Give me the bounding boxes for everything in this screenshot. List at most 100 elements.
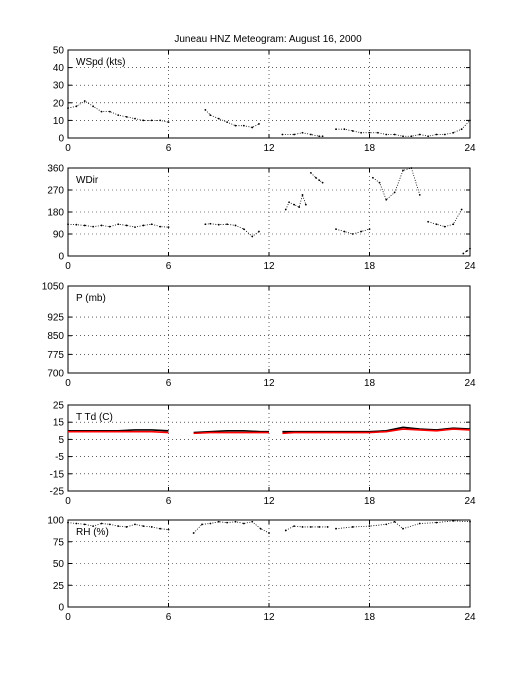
wdir-series-trace bbox=[372, 167, 421, 201]
wspd-ytick-label: 10 bbox=[53, 116, 65, 127]
wspd-panel: 0 6 12 18 24 0 10 20 30 40 50 WSpd (kts) bbox=[53, 46, 476, 155]
pressure-ytick-label: 700 bbox=[47, 369, 64, 380]
wspd-data-point bbox=[469, 119, 471, 122]
wspd-xtick-label: 6 bbox=[166, 143, 172, 154]
wdir-data-point bbox=[83, 224, 86, 227]
rh-series-trace bbox=[335, 520, 471, 530]
rh-ytick-label: 25 bbox=[53, 581, 65, 592]
temp-dewpoint-series-line bbox=[193, 431, 269, 435]
wspd-data-point bbox=[435, 133, 438, 136]
wdir-panel: 0 6 12 18 24 0 90 180 270 360 WDir bbox=[47, 164, 476, 273]
wspd-series-trace bbox=[205, 109, 260, 128]
rh-xtick-label: 6 bbox=[166, 612, 172, 623]
wdir-label: WDir bbox=[76, 175, 99, 186]
pressure-ytick-label: 1050 bbox=[42, 282, 65, 293]
rh-xtick-label: 0 bbox=[65, 612, 71, 623]
rh-data-point bbox=[435, 521, 438, 524]
wdir-xtick-label: 18 bbox=[364, 261, 376, 272]
rh-data-point bbox=[368, 525, 371, 527]
temp-dewpoint-series-line bbox=[282, 431, 336, 435]
wdir-data-point bbox=[298, 206, 301, 209]
wdir-xtick-label: 6 bbox=[166, 261, 172, 272]
wspd-ytick-label: 50 bbox=[53, 46, 65, 57]
wspd-data-point bbox=[293, 133, 296, 136]
pressure-panel: 0 6 12 18 24 700 775 850 925 1050 P (mb) bbox=[42, 282, 476, 390]
rh-label: RH (%) bbox=[76, 527, 109, 538]
rh-data-point bbox=[201, 523, 203, 526]
wspd-data-point bbox=[108, 110, 111, 113]
temp-dewpoint-ytick-label: 5 bbox=[58, 435, 64, 446]
rh-data-point bbox=[83, 523, 86, 526]
wdir-series-trace bbox=[428, 209, 462, 228]
rh-data-point bbox=[100, 522, 103, 525]
wdir-xtick-label: 24 bbox=[464, 261, 476, 272]
pressure-ytick-label: 925 bbox=[47, 313, 64, 324]
wdir-data-point bbox=[321, 181, 324, 184]
wspd-data-point bbox=[318, 135, 321, 138]
wdir-data-point bbox=[465, 250, 468, 253]
pressure-ytick-label: 775 bbox=[47, 350, 64, 361]
wspd-series-trace bbox=[336, 120, 471, 137]
rh-ytick-label: 75 bbox=[53, 537, 65, 548]
temp-dewpoint-ytick-label: -15 bbox=[50, 469, 65, 480]
rh-ytick-label: 100 bbox=[47, 516, 64, 527]
rh-xtick-label: 18 bbox=[364, 612, 376, 623]
rh-data-point bbox=[167, 528, 170, 531]
temp-dewpoint-series-line bbox=[68, 430, 169, 434]
temp-dewpoint-label: T Td (C) bbox=[76, 412, 113, 423]
temp-dewpoint-ytick-label: -25 bbox=[50, 487, 65, 498]
wdir-ytick-label: 90 bbox=[53, 230, 65, 241]
temp-dewpoint-ytick-label: 25 bbox=[53, 401, 65, 412]
wdir-data-point bbox=[226, 223, 229, 226]
rh-xtick-label: 12 bbox=[263, 612, 275, 623]
wdir-ytick-label: 0 bbox=[58, 252, 64, 263]
wdir-data-point bbox=[167, 226, 170, 229]
wdir-series-trace bbox=[205, 223, 260, 237]
wdir-xtick-label: 0 bbox=[65, 261, 71, 272]
temp-dewpoint-series-line bbox=[68, 429, 169, 432]
wspd-xtick-label: 24 bbox=[464, 143, 476, 154]
rh-data-point bbox=[242, 522, 245, 525]
wdir-xtick-label: 12 bbox=[263, 261, 275, 272]
rh-panel: 0 6 12 18 24 0 25 50 75 100 RH (%) bbox=[47, 516, 476, 624]
wspd-xtick-label: 0 bbox=[65, 143, 71, 154]
wdir-series-trace bbox=[335, 228, 370, 235]
wdir-ytick-label: 180 bbox=[47, 208, 64, 219]
rh-ytick-label: 50 bbox=[53, 559, 65, 570]
temp-dewpoint-ytick-label: 15 bbox=[53, 418, 65, 429]
wspd-data-point bbox=[234, 124, 237, 127]
pressure-label: P (mb) bbox=[76, 293, 106, 304]
wspd-data-point bbox=[150, 119, 153, 122]
wdir-data-point bbox=[368, 228, 371, 231]
wdir-ytick-label: 360 bbox=[47, 164, 64, 175]
wspd-data-point bbox=[351, 130, 354, 132]
rh-series-trace bbox=[67, 522, 169, 530]
wspd-data-point bbox=[125, 115, 128, 118]
pressure-axes-box bbox=[67, 285, 471, 374]
wdir-data-point bbox=[304, 203, 307, 206]
wdir-data-point bbox=[125, 224, 128, 227]
temp-dewpoint-xtick-label: 0 bbox=[65, 496, 71, 507]
figure-title: Juneau HNZ Meteogram: August 16, 2000 bbox=[174, 34, 362, 45]
rh-ytick-label: 0 bbox=[58, 603, 64, 614]
wdir-data-point bbox=[385, 198, 388, 201]
temp-dewpoint-series-line bbox=[336, 428, 471, 434]
pressure-ytick-label: 850 bbox=[47, 331, 64, 342]
temp-dewpoint-ytick-label: -5 bbox=[55, 452, 64, 463]
wspd-ytick-label: 20 bbox=[53, 98, 65, 109]
temp-dewpoint-series-line bbox=[193, 429, 269, 434]
wspd-ytick-label: 0 bbox=[58, 134, 64, 145]
wspd-label: WSpd (kts) bbox=[76, 57, 125, 68]
wspd-ytick-label: 40 bbox=[53, 63, 65, 74]
pressure-xtick-label: 6 bbox=[166, 378, 172, 389]
rh-data-point bbox=[217, 520, 220, 523]
pressure-xtick-label: 24 bbox=[464, 378, 476, 389]
rh-series-trace bbox=[193, 521, 270, 534]
temp-dewpoint-xtick-label: 24 bbox=[464, 496, 476, 507]
rh-data-point bbox=[452, 519, 455, 522]
wdir-ytick-label: 270 bbox=[47, 186, 64, 197]
wdir-series-trace bbox=[310, 172, 323, 183]
pressure-xtick-label: 18 bbox=[364, 378, 376, 389]
rh-xtick-label: 24 bbox=[464, 612, 476, 623]
